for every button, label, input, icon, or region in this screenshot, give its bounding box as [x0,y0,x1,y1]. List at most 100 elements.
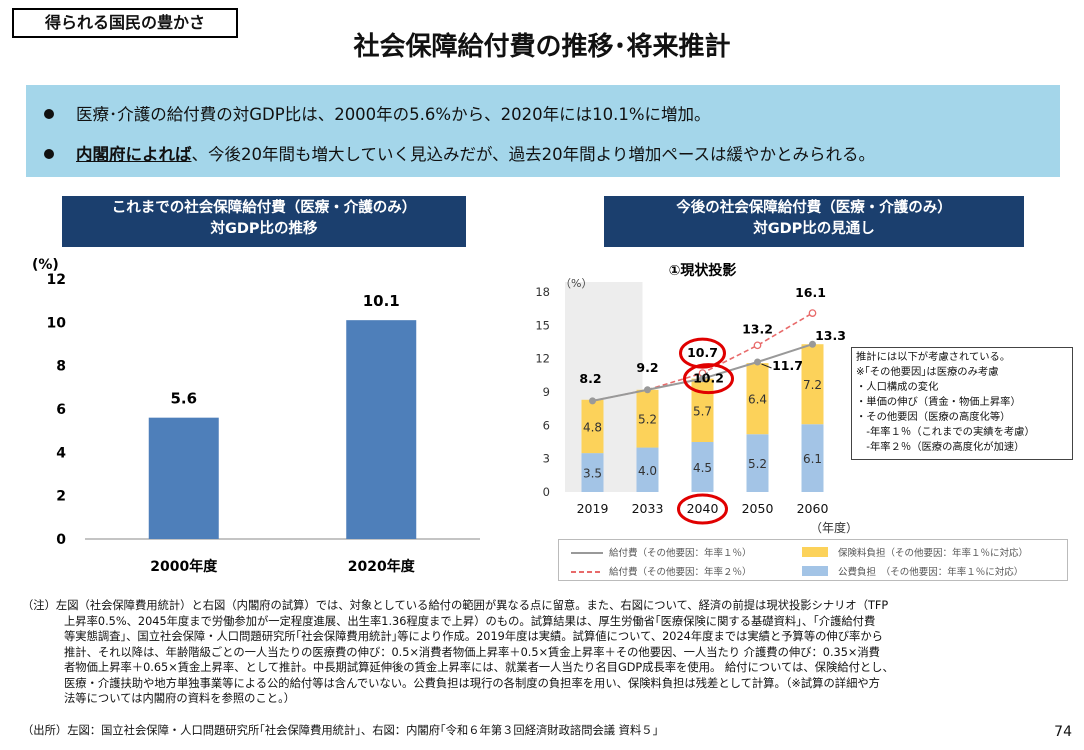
summary-box: 医療･介護の給付費の対GDP比は、2000年の5.6%から、2020年には10.… [26,85,1060,177]
line-label: 10.2 [693,371,724,386]
x-tick-label: 2033 [632,501,664,516]
note-text: 者物価上昇率＋0.65×賃金上昇率、として推計。中長期試算延伸後の賃金上昇率には… [64,661,894,674]
line-dashed-point [808,309,817,317]
line-label: 8.2 [579,371,601,386]
insurance-swatch-icon [802,547,828,557]
bar-insurance [746,363,769,435]
highlight-circle [679,337,726,369]
chart-legend: 給付費（その他要因：年率１％） 給付費（その他要因：年率２％） 保険料負担（その… [558,539,1068,581]
emphasis-text: 内閣府によれば [76,145,192,164]
legend-item: 公費負担 （その他要因：年率１％に対応） [838,567,1024,578]
note-text: 法等については内閣府の資料を参照のこと。） [64,692,296,705]
line-label: 9.2 [636,360,658,375]
insurance-label: 6.4 [748,393,767,407]
y-tick-label: 6 [56,402,66,418]
bar-public [746,434,769,492]
note-line: -年率２％（医療の高度化が加速） [856,441,1025,453]
page-title: 社会保障給付費の推移･将来推計 [353,32,731,62]
x-tick-label: 2000年度 [150,558,218,575]
line-label: 13.2 [742,321,773,336]
bar-insurance [636,389,659,448]
y-tick-label: 6 [543,418,550,432]
right-panel-header: 今後の社会保障給付費（医療・介護のみ） 対GDP比の見通し [604,196,1024,247]
line-solid-point [699,375,706,383]
legend-item: 給付費（その他要因：年率１％） [609,548,752,559]
x-tick-label: 2050 [742,501,774,516]
bar-public [801,424,824,492]
line-label: 11.7 [772,358,803,373]
y-tick-label: 15 [535,318,550,332]
line-dashed-point [753,341,762,350]
bar-insurance [581,399,604,454]
y-tick-label: 3 [543,452,550,466]
insurance-label: 4.8 [583,420,602,434]
public-label: 6.1 [803,452,822,466]
line-label: 10.7 [687,345,718,360]
leader-line [702,372,708,378]
bar-public [636,447,659,492]
bar-public [581,453,604,492]
data-label: 5.6 [170,390,197,408]
source-note: （出所）左図：国立社会保障・人口問題研究所｢社会保障費用統計｣、右図：内閣府｢令… [22,724,659,737]
public-swatch-icon [802,566,828,576]
leader-line [761,363,772,369]
note-text: 医療・介護扶助や地方単独事業等による公的給付等は含んでいない。公費負担は現行の各… [64,676,880,690]
public-label: 3.5 [583,467,602,481]
bullet-dot-icon [44,148,54,159]
right-stacked-chart: ①現状投影 （%） 0 3 6 9 12 15 18 3.5 4.8 2019 4.0 5.2 2033 4.… [535,262,858,535]
legend-item: 給付費（その他要因：年率２％） [609,567,752,578]
note-line: -年率１％（これまでの実績を考慮） [856,426,1035,438]
bullet-dot-icon [44,108,54,119]
highlight-circle [677,493,728,525]
bar [346,320,417,539]
left-panel-header: これまでの社会保障給付費（医療・介護のみ） 対GDP比の推移 [62,196,466,247]
y-tick-label: 8 [56,359,66,375]
left-bar-chart: (%) 0 2 4 6 8 10 12 5.6 2000年度 10.1 2020年度 [32,257,480,575]
page-number: 74 [1054,724,1072,740]
public-label: 4.0 [638,464,657,478]
bar [148,417,219,539]
y-tick-label: 12 [47,272,66,288]
note-text: （注）左図（社会保障費用統計）と右図（内閣府の試算）では、対象としている給付の範… [22,599,889,612]
note-line: ・その他要因（医療の高度化等） [856,411,1011,423]
y-axis-unit: (%) [32,257,59,273]
line-solid-point [589,397,596,405]
insurance-label: 5.7 [693,404,712,418]
chart-subtitle: ①現状投影 [669,262,737,279]
data-label: 10.1 [363,292,400,310]
bar-public [691,442,714,492]
y-tick-label: 9 [543,385,550,399]
footnotes: （注）左図（社会保障費用統計）と右図（内閣府の試算）では、対象としている給付の範… [22,598,1042,707]
actual-period-shade [565,282,643,492]
x-tick-label: 2020年度 [348,558,416,575]
y-tick-label: 0 [543,485,550,499]
x-tick-label: 2060 [797,501,829,516]
legend-swatch-lines [571,552,603,573]
insurance-label: 5.2 [638,413,657,427]
y-axis-unit: （%） [560,277,592,290]
x-tick-label: 2040 [687,501,719,516]
note-line: ・単価の伸び（賃金・物価上昇率） [856,396,1021,408]
public-label: 4.5 [693,461,712,475]
line-label: 16.1 [795,285,826,300]
y-tick-label: 0 [56,532,66,548]
legend-item: 保険料負担（その他要因：年率１％に対応） [838,548,1029,559]
x-tick-label: 2019 [577,501,609,516]
note-text: 等実態調査｣、国立社会保障・人口問題研究所｢社会保障費用統計｣等により作成。20… [64,630,883,643]
bar-insurance [801,344,824,425]
note-line: 推計には以下が考慮されている。 [856,351,1011,363]
line-solid-point [644,386,651,394]
insurance-label: 7.2 [803,378,822,392]
bar-insurance [691,378,714,442]
line-label: 13.3 [815,328,846,343]
line-solid-point [754,358,761,366]
note-text: 推計、それ以降は、年齢階級ごとの一人当たりの医療費の伸び：0.5×消費者物価上昇… [64,645,880,659]
y-tick-label: 4 [56,445,66,461]
y-tick-label: 2 [56,489,66,505]
public-label: 5.2 [748,457,767,471]
section-tag: 得られる国民の豊かさ [12,8,238,38]
summary-bullet-1: 医療･介護の給付費の対GDP比は、2000年の5.6%から、2020年には10.… [44,101,711,125]
note-line: ・人口構成の変化 [856,381,939,393]
note-text: 上昇率0.5%、2045年度まで労働参加が一定程度進展、出生率1.36程度まで上… [64,614,876,628]
y-tick-label: 12 [535,352,550,366]
